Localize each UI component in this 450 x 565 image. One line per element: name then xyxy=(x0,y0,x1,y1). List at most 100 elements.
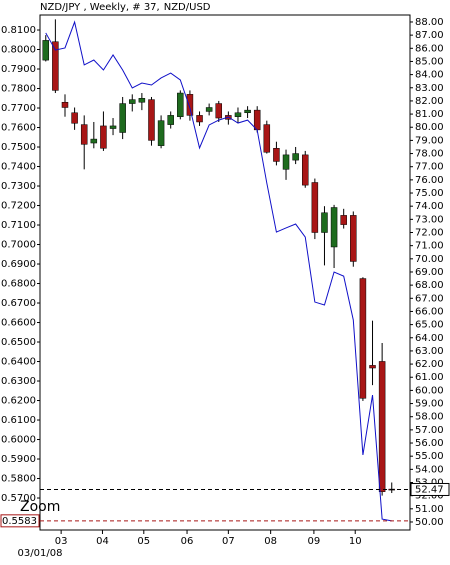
y2-tick-label: 54.00 xyxy=(415,464,444,475)
y2-tick-label: 57.00 xyxy=(415,425,444,436)
y-tick-label: 0.5700 xyxy=(1,493,36,504)
y-tick-label: 0.7800 xyxy=(1,84,36,95)
y-tick-label: 0.7700 xyxy=(1,103,36,114)
x-tick-label: 06 xyxy=(181,536,194,547)
candle-body xyxy=(350,215,357,262)
y2-tick-label: 79.00 xyxy=(415,135,444,146)
y-tick-label: 0.7500 xyxy=(1,142,36,153)
y2-tick-label: 84.00 xyxy=(415,70,444,81)
y2-tick-label: 58.00 xyxy=(415,412,444,423)
y-tick-label: 0.6300 xyxy=(1,376,36,387)
y2-tick-label: 81.00 xyxy=(415,109,444,120)
y2-tick-label: 83.00 xyxy=(415,83,444,94)
y-tick-label: 0.7900 xyxy=(1,64,36,75)
y2-tick-label: 85.00 xyxy=(415,56,444,67)
candle-body xyxy=(109,125,117,129)
candle-body xyxy=(369,365,376,369)
candle-body xyxy=(359,278,367,399)
y-tick-label: 0.6000 xyxy=(1,435,36,446)
y2-tick-label: 88.00 xyxy=(415,17,444,28)
y2-tick-label: 80.00 xyxy=(415,122,444,133)
x-tick-label: 03 xyxy=(55,536,68,547)
candle-body xyxy=(330,207,338,248)
y-tick-label: 0.7300 xyxy=(1,181,36,192)
candle-body xyxy=(253,109,261,131)
candle-body xyxy=(321,212,328,233)
y2-tick-label: 77.00 xyxy=(415,162,444,173)
y2-tick-label: 69.00 xyxy=(415,267,444,278)
y2-tick-label: 63.00 xyxy=(415,346,444,357)
candle-body xyxy=(167,115,174,125)
candle-body xyxy=(311,182,319,233)
y2-tick-label: 76.00 xyxy=(415,175,444,186)
y2-tick-label: 59.00 xyxy=(415,399,444,410)
candle-body xyxy=(234,112,242,117)
candle-body xyxy=(177,92,184,117)
candle-body xyxy=(90,138,98,144)
y2-tick-label: 87.00 xyxy=(415,30,444,41)
y-tick-label: 0.7200 xyxy=(1,201,36,212)
y-tick-label: 0.6700 xyxy=(1,298,36,309)
y-tick-label: 0.8000 xyxy=(1,45,36,56)
x-tick-label: 04 xyxy=(96,536,109,547)
candle-body xyxy=(378,361,386,492)
x-tick-label: 05 xyxy=(137,536,150,547)
y-tick-label: 0.6600 xyxy=(1,318,36,329)
x-tick-label: 10 xyxy=(349,536,362,547)
legend-entry: NZD/USD xyxy=(164,2,211,13)
y2-tick-label: 64.00 xyxy=(415,333,444,344)
zoom-label[interactable]: Zoom xyxy=(20,499,60,515)
y-tick-label: 0.8100 xyxy=(1,25,36,36)
last-value-box xyxy=(410,482,450,496)
y-tick-label: 0.7100 xyxy=(1,220,36,231)
y2-tick-label: 65.00 xyxy=(415,320,444,331)
y2-tick-label: 86.00 xyxy=(415,43,444,54)
line-series xyxy=(45,20,392,522)
y2-tick-label: 61.00 xyxy=(415,372,444,383)
y-tick-label: 0.5900 xyxy=(1,454,36,465)
candle-body xyxy=(157,120,165,146)
plot-frame xyxy=(39,14,411,531)
x-tick-label: 07 xyxy=(222,536,235,547)
y2-tick-label: 70.00 xyxy=(415,254,444,265)
candle-body xyxy=(273,148,280,162)
y2-tick-label: 62.00 xyxy=(415,359,444,370)
last-line-box xyxy=(0,514,40,528)
candle-body xyxy=(186,94,194,116)
y2-tick-label: 72.00 xyxy=(415,228,444,239)
last-line-label: 0.5583 xyxy=(2,516,37,527)
y2-tick-label: 60.00 xyxy=(415,385,444,396)
chart-title: NZD/JPY , Weekly, # 37, xyxy=(40,2,160,13)
candle-body xyxy=(61,101,69,108)
y-tick-label: 0.6500 xyxy=(1,337,36,348)
candle-body xyxy=(148,99,155,141)
y2-tick-label: 71.00 xyxy=(415,241,444,252)
candle-body xyxy=(215,103,223,119)
y2-tick-label: 73.00 xyxy=(415,214,444,225)
candle-body xyxy=(119,103,126,133)
y2-tick-label: 56.00 xyxy=(415,438,444,449)
candle-body xyxy=(138,98,146,103)
y2-tick-label: 52.00 xyxy=(415,491,444,502)
candle-body xyxy=(292,153,299,161)
candle-body xyxy=(42,40,50,61)
y-tick-label: 0.5800 xyxy=(1,474,36,485)
y2-tick-label: 75.00 xyxy=(415,188,444,199)
candle-body xyxy=(282,154,290,170)
y-tick-label: 0.6800 xyxy=(1,279,36,290)
y2-tick-label: 74.00 xyxy=(415,201,444,212)
candle-body xyxy=(263,124,271,153)
start-date: 03/01/08 xyxy=(18,548,63,559)
candle-body xyxy=(301,154,309,186)
y2-tick-label: 78.00 xyxy=(415,149,444,160)
y2-tick-label: 67.00 xyxy=(415,293,444,304)
last-value-label: 52.47 xyxy=(415,484,444,495)
x-tick-label: 09 xyxy=(308,536,321,547)
y2-tick-label: 82.00 xyxy=(415,96,444,107)
y-tick-label: 0.6200 xyxy=(1,396,36,407)
y2-tick-label: 68.00 xyxy=(415,280,444,291)
candle-body xyxy=(205,107,213,112)
candle-body xyxy=(196,115,203,123)
y-tick-label: 0.6100 xyxy=(1,415,36,426)
